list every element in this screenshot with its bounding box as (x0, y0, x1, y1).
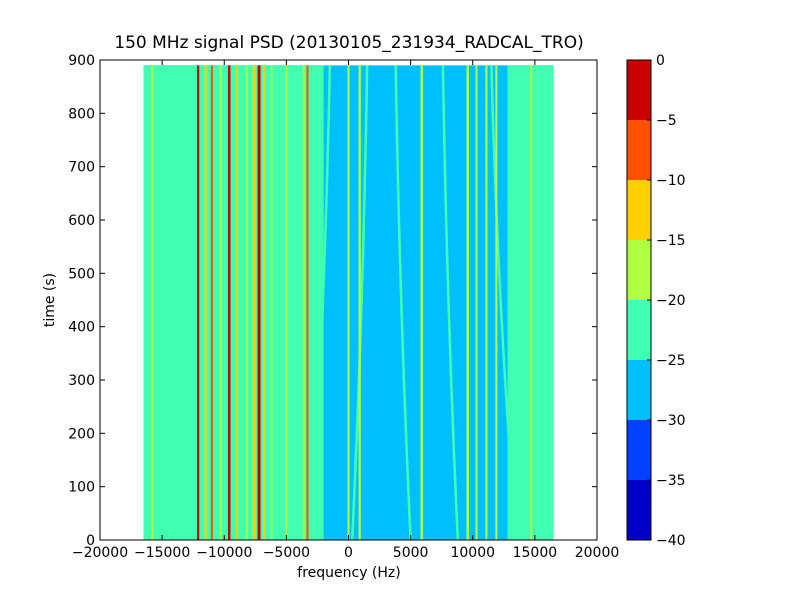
psd-drift-trace (394, 65, 412, 541)
psd-drift-trace (490, 65, 518, 541)
y-tick-label: 700 (68, 160, 95, 176)
x-tick-label: 20000 (575, 545, 620, 561)
y-tick-label: 900 (68, 53, 95, 69)
psd-drift-trace (441, 65, 460, 541)
psd-line (263, 65, 266, 540)
y-tick-label: 300 (68, 373, 95, 389)
y-tick-label: 800 (68, 106, 95, 122)
psd-drift-trace (350, 65, 369, 541)
psd-line (252, 65, 256, 540)
psd-line (151, 65, 154, 540)
colorbar-segment (627, 60, 651, 120)
psd-line (347, 65, 350, 540)
psd-line (475, 65, 478, 540)
colorbar-segment (627, 180, 651, 240)
psd-drift-trace (309, 65, 332, 541)
colorbar-tick-label: −25 (656, 353, 686, 369)
psd-line (245, 65, 248, 540)
psd-line (270, 65, 273, 540)
x-tick-label: 10000 (450, 545, 495, 561)
y-axis-ticks: 0 100 200 300 400 500 600 700 800 900 (68, 53, 597, 549)
psd-line (302, 65, 305, 540)
psd-line (420, 65, 424, 540)
psd-line (306, 65, 309, 540)
psd-line (257, 65, 261, 540)
y-axis-label: time (s) (42, 273, 58, 327)
psd-line (530, 65, 533, 540)
colorbar-tick-label: −20 (656, 293, 686, 309)
colorbar-tick-label: −40 (656, 533, 686, 549)
psd-line (358, 65, 361, 540)
colorbar-segment (627, 420, 651, 480)
colorbar-segment (627, 300, 651, 360)
chart-title: 150 MHz signal PSD (20130105_231934_RADC… (114, 33, 583, 53)
colorbar: −40 −35 −30 −25 −20 −15 −10 −5 0 (626, 53, 686, 549)
psd-line (227, 65, 231, 540)
psd-line (285, 65, 288, 540)
y-tick-label: 500 (68, 266, 95, 282)
psd-line (235, 65, 238, 540)
x-tick-label: 5000 (393, 545, 429, 561)
psd-line (318, 65, 321, 540)
y-tick-label: 200 (68, 426, 95, 442)
plot-area (143, 65, 554, 541)
x-axis-label: frequency (Hz) (297, 565, 400, 581)
colorbar-tick-label: 0 (656, 53, 665, 69)
y-tick-label: 400 (68, 320, 95, 336)
colorbar-segment (627, 240, 651, 300)
psd-line (197, 65, 200, 540)
x-tick-label: 0 (344, 545, 353, 561)
colorbar-segment (627, 360, 651, 420)
psd-line (495, 65, 498, 540)
psd-line (485, 65, 488, 540)
colorbar-tick-label: −5 (656, 113, 677, 129)
x-tick-label: −20000 (72, 545, 128, 561)
y-tick-label: 600 (68, 213, 95, 229)
y-tick-label: 100 (68, 480, 95, 496)
y-tick-label: 0 (86, 533, 95, 549)
colorbar-segment (627, 120, 651, 180)
x-tick-label: −15000 (134, 545, 190, 561)
psd-line (204, 65, 207, 540)
x-tick-label: −10000 (196, 545, 252, 561)
colorbar-tick-label: −10 (656, 173, 686, 189)
colorbar-tick-label: −30 (656, 413, 686, 429)
psd-line (210, 65, 213, 540)
x-axis-ticks: −20000 −15000 −10000 −5000 0 5000 10000 15000 20… (72, 60, 619, 561)
colorbar-tick-label: −35 (656, 473, 686, 489)
colorbar-tick-label: −15 (656, 233, 686, 249)
x-tick-label: −5000 (263, 545, 310, 561)
x-tick-label: 15000 (513, 545, 558, 561)
psd-line (466, 65, 470, 540)
colorbar-segment (627, 480, 651, 540)
psd-line (219, 65, 222, 540)
